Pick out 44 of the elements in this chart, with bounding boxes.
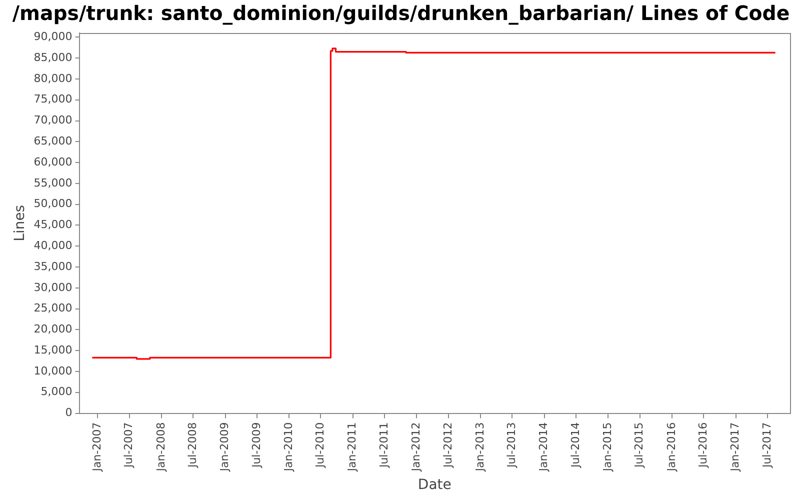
y-tick-label: 90,000 xyxy=(34,30,72,44)
x-tick-label: Jul-2017 xyxy=(760,422,774,469)
x-tick-label: Jul-2009 xyxy=(250,422,263,469)
y-tick-label: 35,000 xyxy=(34,260,72,273)
x-tick-label: Jul-2012 xyxy=(441,422,454,469)
y-axis-title: Lines xyxy=(12,204,28,242)
x-tick-label: Jan-2007 xyxy=(90,422,104,472)
x-tick-label: Jan-2016 xyxy=(664,422,678,472)
y-tick-label: 0 xyxy=(65,406,72,420)
x-tick-label: Jan-2008 xyxy=(154,422,168,472)
x-tick-label: Jul-2013 xyxy=(505,422,518,469)
x-tick-label: Jan-2013 xyxy=(473,422,486,472)
y-tick-label: 50,000 xyxy=(34,197,72,210)
y-tick-label: 25,000 xyxy=(34,302,72,315)
y-tick-label: 60,000 xyxy=(34,155,72,168)
y-tick-label: 65,000 xyxy=(34,134,72,148)
x-tick-label: Jul-2016 xyxy=(696,422,710,469)
x-tick-label: Jul-2007 xyxy=(122,422,136,469)
x-tick-label: Jan-2015 xyxy=(600,422,614,472)
y-tick-label: 5,000 xyxy=(40,385,72,398)
y-tick-label: 10,000 xyxy=(34,364,72,378)
y-tick-label: 15,000 xyxy=(34,343,72,356)
y-tick-label: 20,000 xyxy=(34,322,72,336)
x-tick-label: Jul-2008 xyxy=(186,422,200,469)
x-tick-label: Jan-2009 xyxy=(218,422,232,472)
x-tick-label: Jul-2015 xyxy=(632,422,646,469)
y-tick-label: 55,000 xyxy=(34,176,72,190)
y-tick-label: 40,000 xyxy=(34,238,72,252)
y-tick-label: 70,000 xyxy=(34,114,72,127)
y-tick-label: 75,000 xyxy=(34,92,72,106)
x-tick-label: Jul-2011 xyxy=(377,422,390,469)
x-tick-label: Jan-2011 xyxy=(346,422,359,472)
chart-title: /maps/trunk: santo_dominion/guilds/drunken_barbarian/ Lines of Code xyxy=(12,2,790,26)
x-tick-label: Jul-2010 xyxy=(314,422,327,469)
x-tick-label: Jan-2014 xyxy=(537,422,550,472)
x-tick-label: Jul-2014 xyxy=(568,422,582,469)
x-tick-label: Jan-2012 xyxy=(410,422,423,472)
x-tick-label: Jan-2017 xyxy=(728,422,742,472)
y-tick-label: 80,000 xyxy=(34,72,72,85)
x-axis-title: Date xyxy=(418,477,452,494)
y-tick-label: 30,000 xyxy=(34,280,72,294)
y-tick-label: 85,000 xyxy=(34,50,72,64)
y-tick-label: 45,000 xyxy=(34,218,72,232)
x-tick-label: Jan-2010 xyxy=(282,422,295,472)
